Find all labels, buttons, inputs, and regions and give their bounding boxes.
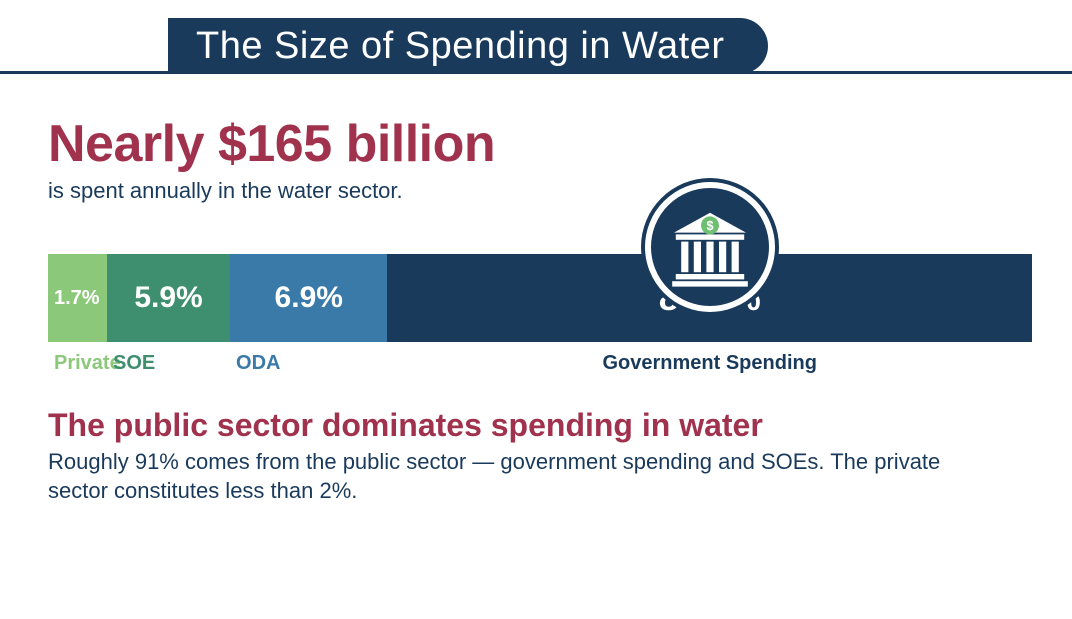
- subhead: is spent annually in the water sector.: [48, 178, 1032, 204]
- header-pill: The Size of Spending in Water: [168, 18, 768, 74]
- header-bar: The Size of Spending in Water: [0, 18, 1072, 74]
- spending-chart: $ 1.7%5.9%6.9%85.5% PrivateSOEODAGovernm…: [48, 254, 1032, 375]
- bar-segment-soe: 5.9%: [107, 254, 230, 342]
- headline: Nearly $165 billion: [48, 114, 1032, 174]
- footer-body: Roughly 91% comes from the public sector…: [48, 448, 948, 505]
- bar-label-gov: Government Spending: [387, 352, 1032, 375]
- bar-label-oda: ODA: [230, 352, 387, 375]
- svg-text:$: $: [706, 219, 713, 233]
- footer-headline: The public sector dominates spending in …: [48, 407, 1032, 444]
- bar-labels: PrivateSOEODAGovernment Spending: [48, 352, 1032, 375]
- building-svg: $: [665, 202, 755, 292]
- bar-segment-private: 1.7%: [48, 254, 107, 342]
- header-title: The Size of Spending in Water: [196, 25, 724, 68]
- bar-segment-oda: 6.9%: [230, 254, 387, 342]
- government-building-icon: $: [645, 182, 775, 312]
- bar-label-soe: SOE: [107, 352, 230, 375]
- bar-label-private: Private: [48, 352, 107, 375]
- stacked-bar: 1.7%5.9%6.9%85.5%: [48, 254, 1032, 342]
- content: Nearly $165 billion is spent annually in…: [0, 74, 1072, 505]
